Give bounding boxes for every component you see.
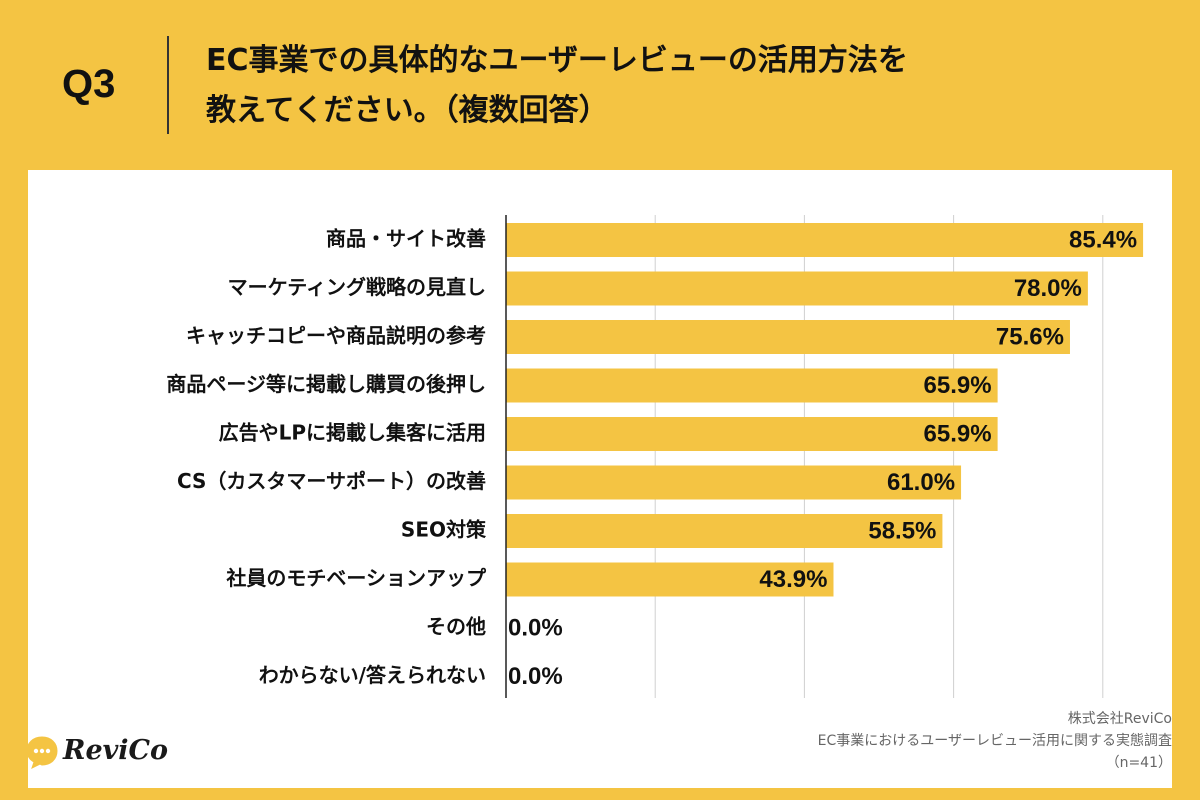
value-label: 61.0% (887, 469, 955, 496)
question-title: EC事業での具体的なユーザーレビューの活用方法を 教えてください。（複数回答） (206, 43, 908, 128)
category-label: CS（カスタマーサポート）の改善 (177, 469, 486, 493)
value-label: 85.4% (1069, 226, 1137, 253)
value-label: 65.9% (924, 372, 992, 399)
value-label: 43.9% (759, 566, 827, 593)
bar (506, 562, 834, 597)
value-label: 0.0% (508, 663, 563, 690)
source-note: 株式会社ReviCo EC事業におけるユーザーレビュー活用に関する実態調査 （n… (818, 708, 1172, 774)
category-label: 商品ページ等に掲載し購買の後押し (166, 372, 486, 396)
bar (506, 465, 962, 500)
source-sample: （n=41） (1105, 755, 1172, 771)
source-survey: EC事業におけるユーザーレビュー活用に関する実態調査 (817, 733, 1172, 749)
bar (506, 514, 943, 548)
source-company: 株式会社ReviCo (1067, 711, 1172, 727)
revico-logo: ReviCo (25, 735, 169, 775)
header: Q3 EC事業での具体的なユーザーレビューの活用方法を 教えてください。（複数回… (0, 0, 1200, 170)
question-number: Q3 (62, 62, 116, 106)
value-label: 65.9% (924, 420, 992, 447)
speech-bubble-dots-icon (26, 736, 58, 769)
category-label: その他 (426, 615, 486, 639)
category-label: キャッチコピーや商品説明の参考 (186, 324, 486, 348)
bar (506, 417, 998, 451)
header-divider (167, 36, 169, 134)
value-label: 0.0% (508, 614, 563, 641)
bar (506, 320, 1070, 354)
bar (506, 271, 1088, 306)
logo-text: ReviCo (63, 735, 169, 766)
category-label: 商品・サイト改善 (326, 227, 486, 251)
value-label: 78.0% (1014, 275, 1082, 302)
category-label: 広告やLPに掲載し集客に活用 (219, 421, 486, 445)
category-label: 社員のモチベーションアップ (225, 566, 487, 590)
chart-panel: 商品・サイト改善 85.4% マーケティング戦略の見直し 78.0% キャッチコピーや商… (28, 170, 1172, 788)
bar (506, 368, 998, 403)
value-label: 58.5% (868, 517, 936, 544)
bar (506, 223, 1144, 257)
category-label: わからない/答えられない (259, 663, 486, 687)
category-label: マーケティング戦略の見直し (228, 275, 486, 299)
value-label: 75.6% (996, 323, 1064, 350)
category-label: SEO対策 (401, 518, 487, 542)
bar-chart: 商品・サイト改善 85.4% マーケティング戦略の見直し 78.0% キャッチコピーや商… (166, 215, 1144, 698)
